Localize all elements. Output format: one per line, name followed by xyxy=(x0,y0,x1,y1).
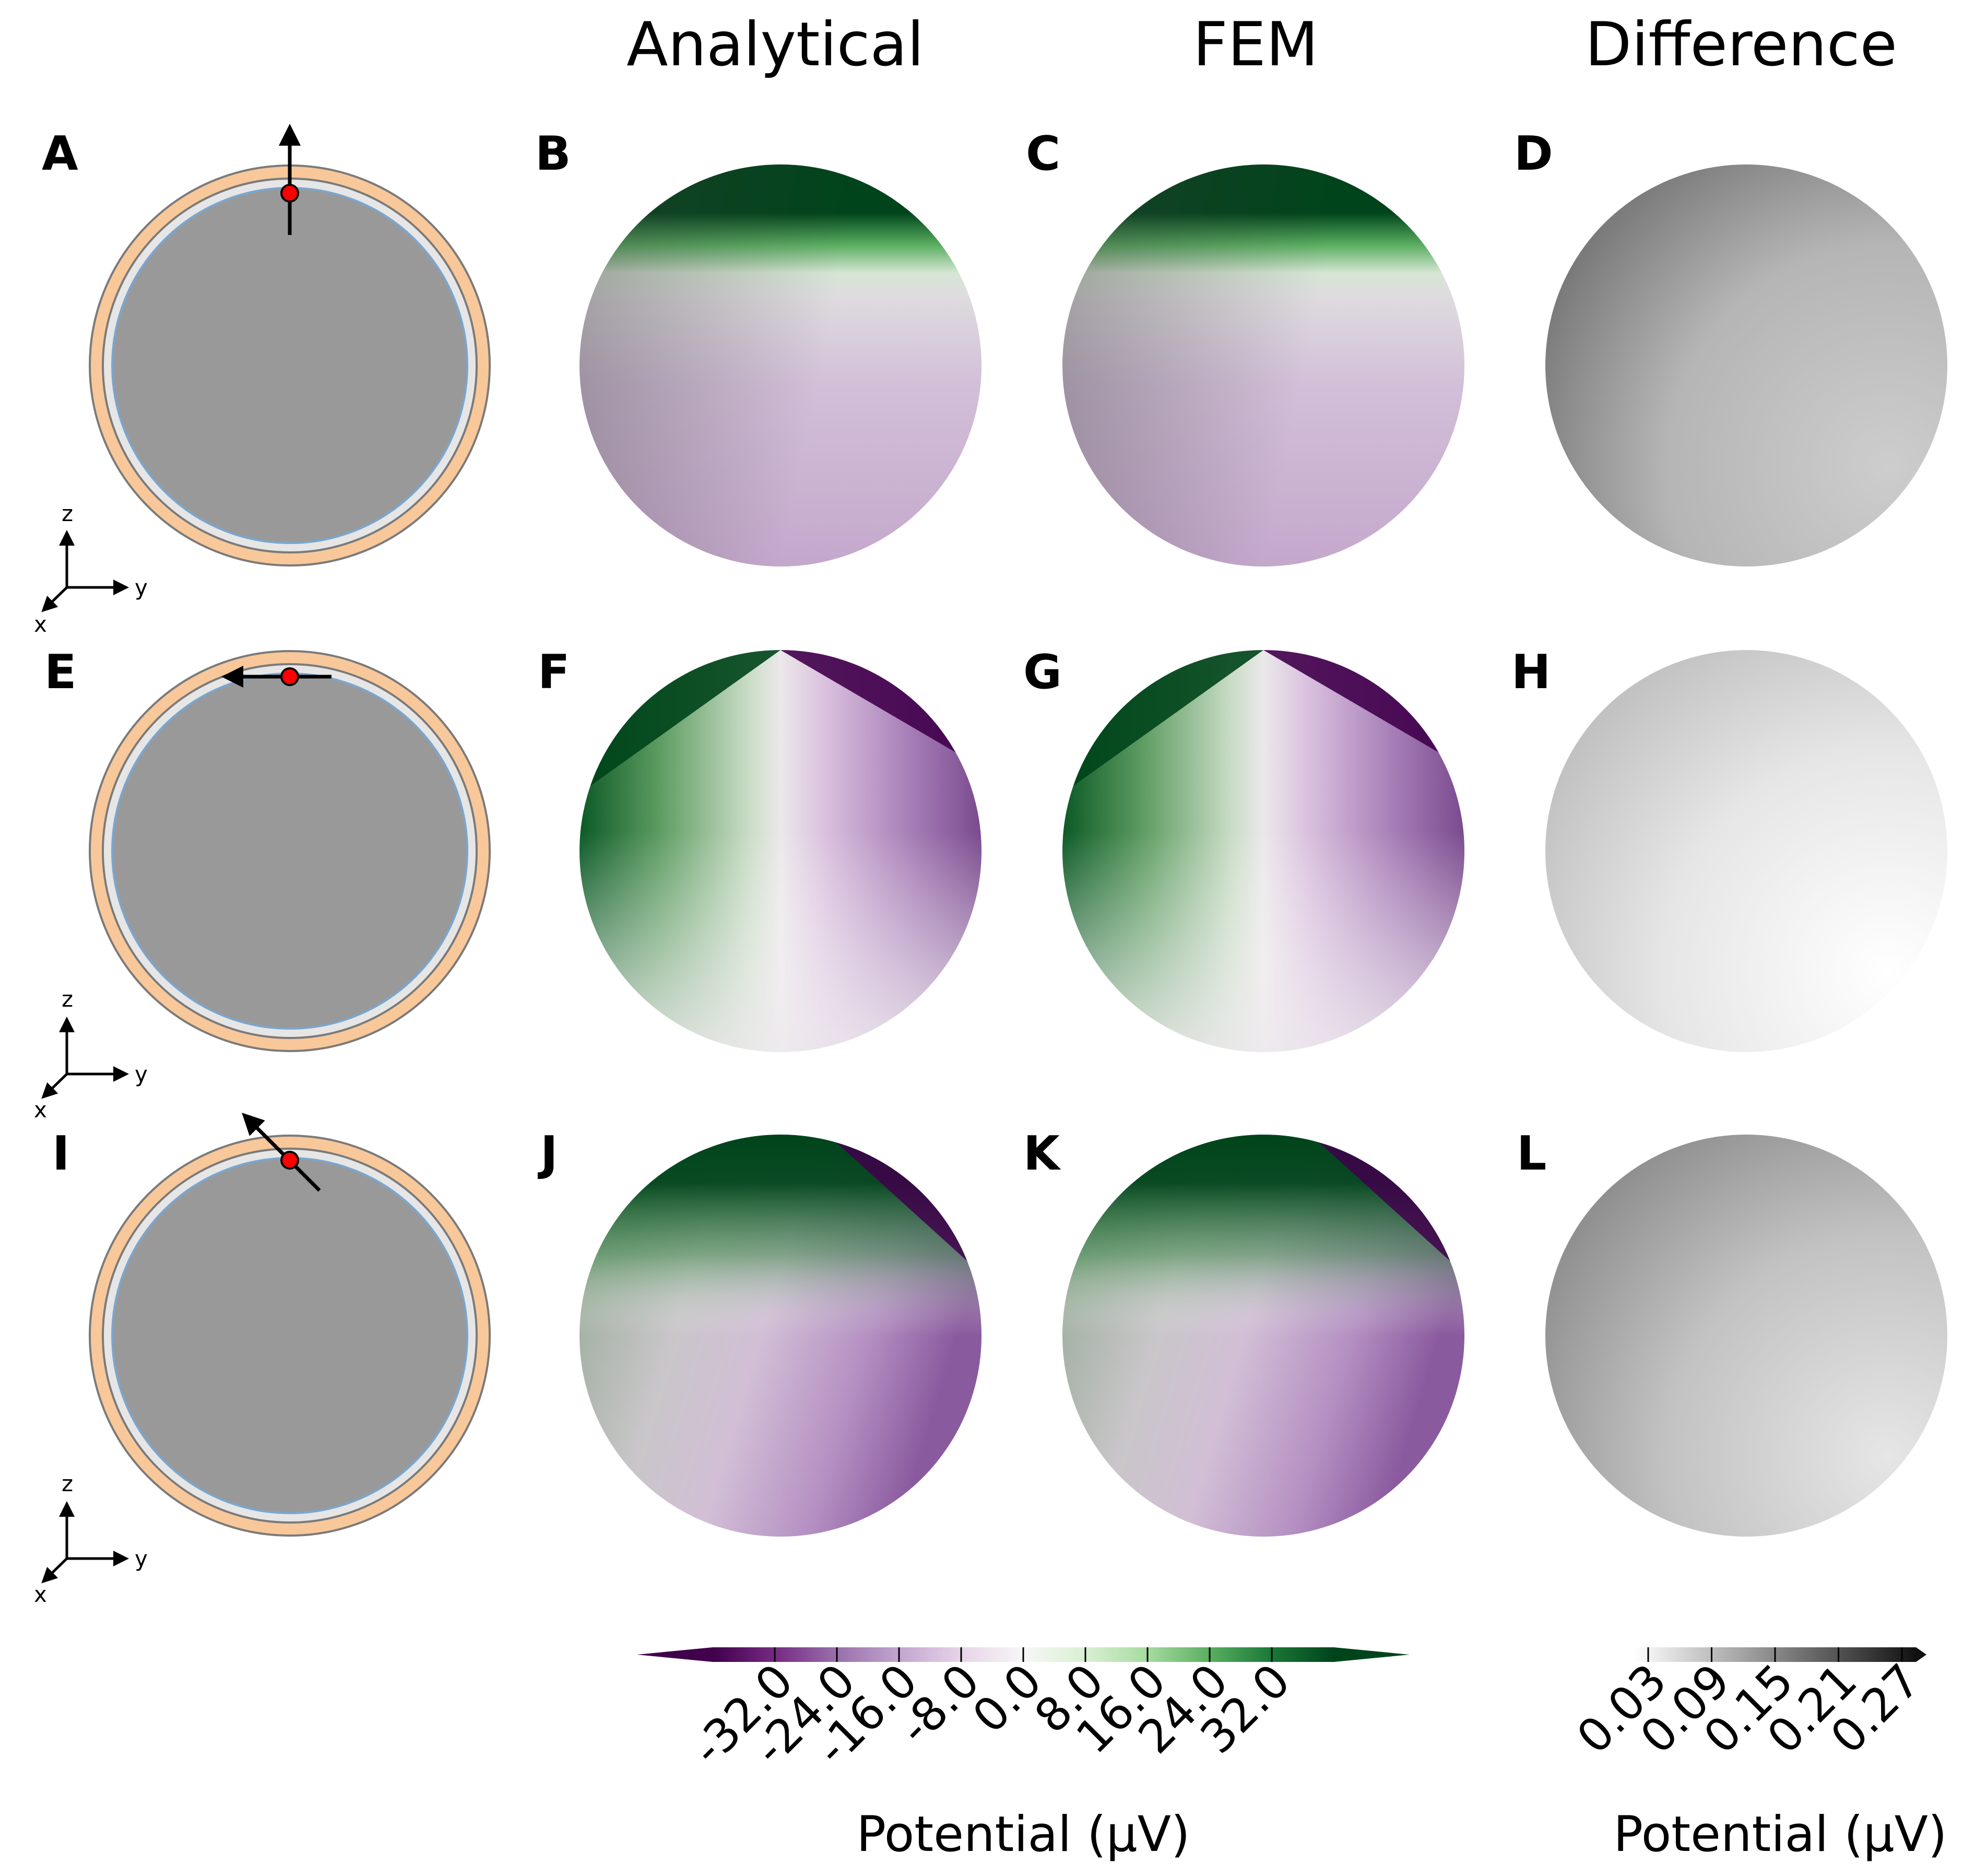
head-model-e xyxy=(89,650,491,1052)
axis-label-y: y xyxy=(135,575,148,600)
colorbar-difference: 0.030.090.150.210.27 Potential (μV) xyxy=(1566,1647,1947,1863)
column-header-analytical: Analytical xyxy=(626,9,924,80)
panel-label-b: B xyxy=(535,126,571,181)
panel-label-k: K xyxy=(1023,1126,1061,1181)
panel-label-h: H xyxy=(1511,645,1551,700)
panel-label-l: L xyxy=(1517,1126,1546,1181)
sphere-b-analytical xyxy=(580,164,982,567)
axis-label-x: x xyxy=(34,1582,47,1607)
dipole-marker xyxy=(280,1151,299,1170)
axis-label-x: x xyxy=(34,1097,47,1123)
panel-label-g: G xyxy=(1023,645,1062,700)
sphere-j-analytical xyxy=(580,1135,982,1537)
dipole-marker xyxy=(280,667,299,686)
sphere-h-difference xyxy=(1545,650,1947,1052)
panel-label-f: F xyxy=(538,645,570,700)
axis-label-z: z xyxy=(62,501,73,526)
dipole-marker xyxy=(280,184,299,203)
axis-label-y: y xyxy=(135,1546,148,1572)
axis-label-z: z xyxy=(62,1471,73,1496)
head-model-a xyxy=(89,124,491,567)
sphere-f-analytical xyxy=(580,650,982,1052)
axis-triad-a xyxy=(41,530,129,612)
column-header-difference: Difference xyxy=(1585,9,1897,80)
panel-label-a: A xyxy=(42,126,78,181)
sphere-c-fem xyxy=(1062,164,1464,567)
panel-label-i: I xyxy=(52,1126,70,1181)
panel-label-e: E xyxy=(44,645,76,700)
panel-label-d: D xyxy=(1514,126,1553,181)
sphere-g-fem xyxy=(1062,650,1464,1052)
panel-label-j: J xyxy=(537,1126,558,1181)
axis-label-z: z xyxy=(62,986,73,1012)
axis-label-x: x xyxy=(34,611,47,637)
sphere-k-fem xyxy=(1062,1135,1464,1537)
axis-triad-i xyxy=(41,1501,129,1584)
panel-label-c: C xyxy=(1026,126,1060,181)
sphere-l-difference xyxy=(1545,1135,1947,1537)
sphere-d-difference xyxy=(1545,164,1947,567)
colorbar-potential-label: Potential (μV) xyxy=(856,1806,1190,1863)
colorbar-potential: -32.0-24.0-16.0-8.00.08.016.024.032.0 Po… xyxy=(637,1647,1410,1863)
column-header-fem: FEM xyxy=(1193,9,1318,80)
colorbar-difference-label: Potential (μV) xyxy=(1613,1806,1947,1863)
head-model-i xyxy=(89,1113,491,1537)
axis-label-y: y xyxy=(135,1061,148,1087)
axis-triad-e xyxy=(41,1017,129,1099)
